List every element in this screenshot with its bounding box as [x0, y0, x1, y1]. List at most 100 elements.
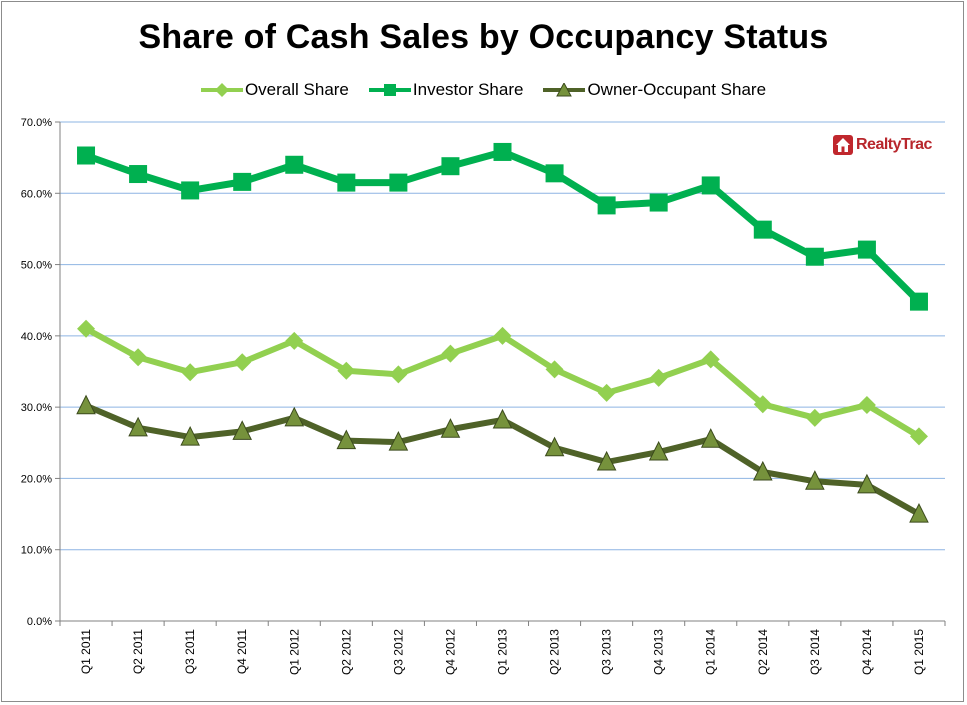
x-tick-label: Q3 2014 — [808, 629, 822, 675]
legend-item-investor: Investor Share — [368, 80, 524, 100]
legend-item-overall: Overall Share — [200, 80, 349, 100]
data-point — [180, 425, 200, 446]
x-tick-label: Q1 2015 — [912, 629, 926, 675]
data-point — [753, 395, 772, 414]
data-point — [284, 406, 305, 427]
data-point — [337, 361, 356, 380]
y-tick-label: 0.0% — [27, 616, 52, 628]
x-tick-label: Q4 2011 — [235, 629, 249, 674]
data-point — [909, 502, 929, 523]
data-point — [596, 450, 617, 471]
x-tick-label: Q4 2013 — [652, 629, 666, 675]
y-tick-label: 30.0% — [21, 402, 52, 414]
legend-square-marker — [368, 84, 411, 96]
data-point — [493, 142, 512, 161]
data-point — [492, 408, 513, 429]
data-point — [909, 427, 928, 446]
data-point — [441, 344, 460, 363]
x-tick-label: Q3 2011 — [183, 629, 197, 674]
y-axis-ticks: 0.0% 10.0% 20.0% 30.0% 40.0% 50.0% 60.0% 70.0% — [21, 117, 52, 628]
x-tick-label: Q1 2013 — [496, 629, 510, 675]
x-tick-label: Q1 2014 — [704, 629, 718, 675]
legend-label-owner: Owner-Occupant Share — [587, 80, 767, 99]
data-point — [805, 470, 825, 490]
data-point — [544, 436, 565, 457]
data-point — [77, 319, 96, 338]
legend-label-overall: Overall Share — [244, 80, 349, 99]
legend-triangle-marker — [543, 83, 586, 97]
data-point — [701, 176, 720, 195]
x-tick-label: Q4 2012 — [443, 629, 457, 675]
data-point — [389, 365, 408, 384]
data-point — [700, 428, 721, 448]
data-point — [909, 292, 928, 311]
legend-label-investor: Investor Share — [412, 80, 524, 99]
logo-text: RealtyTrac — [856, 136, 932, 153]
data-point — [336, 429, 357, 450]
legend-item-owner: Owner-Occupant Share — [543, 80, 766, 100]
x-tick-label: Q3 2013 — [600, 629, 614, 675]
data-point — [77, 146, 96, 165]
x-axis-ticks: Q1 2011 Q2 2011 Q3 2011 Q4 2011 Q1 2012 Q2 20… — [79, 629, 926, 675]
data-point — [752, 460, 773, 481]
data-point — [857, 473, 877, 494]
data-point — [545, 360, 564, 379]
data-point — [285, 331, 304, 350]
data-point — [857, 240, 876, 259]
data-point — [440, 418, 461, 438]
x-tick-label: Q2 2011 — [131, 629, 145, 674]
series-diamond — [77, 319, 928, 446]
chart-title: Share of Cash Sales by Occupancy Status — [138, 18, 829, 56]
data-point — [128, 416, 148, 437]
data-point — [701, 350, 720, 369]
y-tick-label: 70.0% — [21, 117, 52, 129]
y-tick-label: 40.0% — [21, 331, 52, 343]
x-tick-label: Q2 2013 — [548, 629, 562, 675]
y-tick-label: 50.0% — [21, 260, 52, 272]
data-point — [597, 383, 616, 402]
data-point — [233, 353, 252, 372]
y-tick-label: 10.0% — [21, 545, 52, 557]
data-point — [597, 196, 616, 215]
series-triangle — [76, 394, 929, 523]
data-point — [648, 440, 669, 461]
data-point — [232, 420, 253, 440]
data-point — [388, 430, 409, 451]
data-point — [129, 348, 148, 367]
y-tick-label: 60.0% — [21, 188, 52, 200]
x-tick-label: Q2 2014 — [756, 629, 770, 675]
y-tick-label: 20.0% — [21, 473, 52, 485]
axes — [55, 121, 946, 626]
data-point — [129, 165, 148, 184]
legend: Overall Share Investor Share Owner-Occup… — [0, 78, 967, 102]
x-tick-label: Q1 2011 — [79, 629, 93, 674]
data-point — [233, 172, 252, 191]
data-point — [649, 368, 668, 387]
legend-diamond-marker — [200, 83, 243, 97]
data-point — [76, 394, 96, 415]
data-point — [389, 173, 408, 192]
data-point — [805, 408, 824, 427]
data-point — [753, 220, 772, 239]
data-point — [493, 326, 512, 345]
data-point — [805, 247, 824, 266]
x-tick-label: Q4 2014 — [860, 629, 874, 675]
realtytrac-logo: RealtyTrac — [833, 135, 932, 155]
house-icon — [833, 135, 853, 155]
x-tick-label: Q1 2012 — [287, 629, 301, 675]
series-line — [84, 148, 922, 305]
series-square — [77, 142, 928, 311]
data-point — [857, 396, 876, 415]
data-point — [545, 164, 564, 183]
x-tick-label: Q3 2012 — [391, 629, 405, 675]
data-point — [337, 173, 356, 192]
data-point — [441, 157, 460, 176]
series-group — [76, 142, 929, 523]
data-point — [285, 155, 304, 174]
x-tick-label: Q2 2012 — [339, 629, 353, 675]
data-point — [181, 181, 200, 200]
data-point — [649, 193, 668, 212]
data-point — [181, 363, 200, 382]
